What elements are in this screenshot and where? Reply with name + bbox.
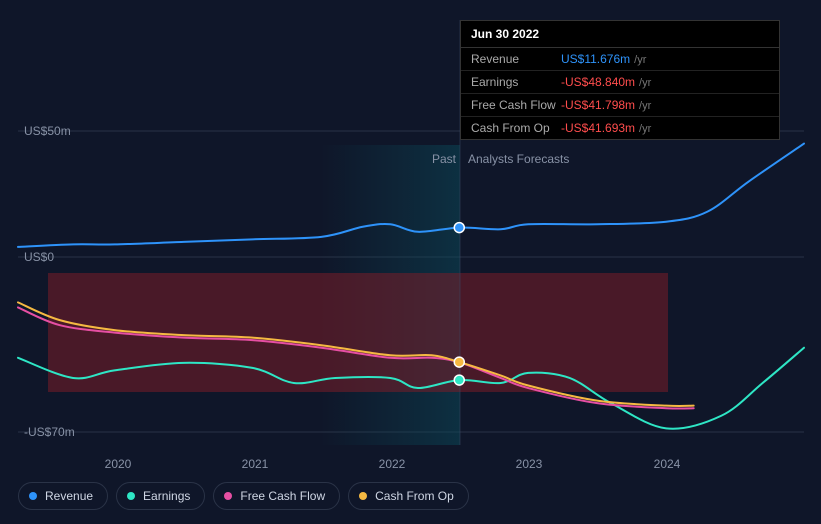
y-tick-label: US$0 [24, 250, 54, 264]
tooltip-date: Jun 30 2022 [461, 21, 779, 48]
legend-item-label: Cash From Op [375, 489, 454, 503]
legend-item-revenue[interactable]: Revenue [18, 482, 108, 510]
legend-item-label: Revenue [45, 489, 93, 503]
chart-legend: Revenue Earnings Free Cash Flow Cash From O… [18, 482, 469, 510]
tooltip-row-unit: /yr [639, 123, 651, 135]
chart-tooltip: Jun 30 2022 RevenueUS$11.676m/yrEarnings… [460, 20, 780, 140]
financials-chart: Past Analysts Forecasts Jun 30 2022 Reve… [0, 0, 821, 524]
tooltip-row-label: Cash From Op [471, 121, 561, 135]
tooltip-row: RevenueUS$11.676m/yr [461, 48, 779, 71]
tooltip-row-unit: /yr [634, 54, 646, 66]
forecast-label: Analysts Forecasts [468, 152, 569, 166]
tooltip-row-label: Revenue [471, 52, 561, 66]
tooltip-row-label: Earnings [471, 75, 561, 89]
legend-dot-icon [359, 492, 367, 500]
tooltip-row: Earnings-US$48.840m/yr [461, 71, 779, 94]
tooltip-row-label: Free Cash Flow [471, 98, 561, 112]
legend-dot-icon [29, 492, 37, 500]
tooltip-row-unit: /yr [639, 77, 651, 89]
tooltip-row-value: -US$48.840m [561, 75, 635, 89]
tooltip-row-value: -US$41.693m [561, 121, 635, 135]
x-tick-label: 2020 [105, 457, 132, 471]
x-tick-label: 2021 [242, 457, 269, 471]
y-tick-label: US$50m [24, 124, 71, 138]
tooltip-row-unit: /yr [639, 100, 651, 112]
y-tick-label: -US$70m [24, 425, 75, 439]
x-tick-label: 2024 [654, 457, 681, 471]
legend-dot-icon [224, 492, 232, 500]
past-label: Past [432, 152, 456, 166]
marker-earnings [454, 375, 464, 385]
legend-dot-icon [127, 492, 135, 500]
tooltip-row: Free Cash Flow-US$41.798m/yr [461, 94, 779, 117]
legend-item-earnings[interactable]: Earnings [116, 482, 205, 510]
legend-item-label: Earnings [143, 489, 190, 503]
legend-item-fcf[interactable]: Free Cash Flow [213, 482, 340, 510]
legend-item-cfo[interactable]: Cash From Op [348, 482, 469, 510]
marker-revenue [454, 223, 464, 233]
tooltip-row-value: US$11.676m [561, 52, 630, 66]
legend-item-label: Free Cash Flow [240, 489, 325, 503]
tooltip-row: Cash From Op-US$41.693m/yr [461, 117, 779, 139]
tooltip-row-value: -US$41.798m [561, 98, 635, 112]
marker-cfo [454, 357, 464, 367]
x-tick-label: 2023 [516, 457, 543, 471]
x-tick-label: 2022 [379, 457, 406, 471]
